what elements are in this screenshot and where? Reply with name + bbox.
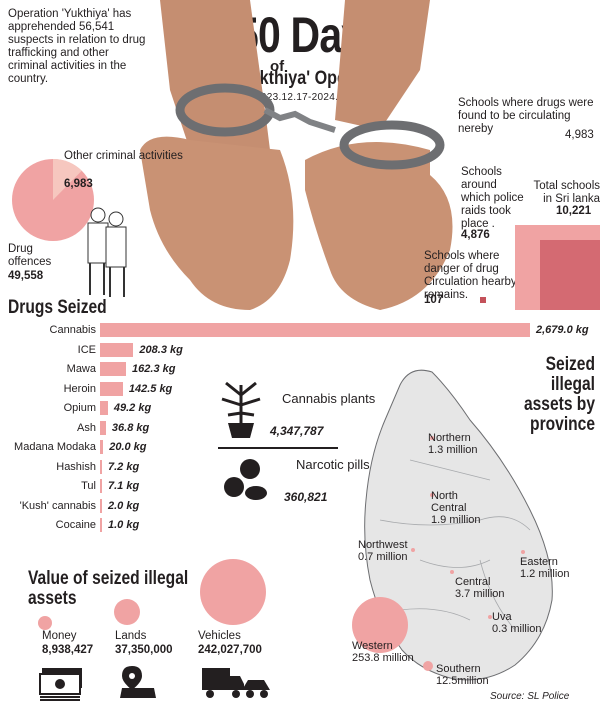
drug-category-label: ICE: [77, 343, 96, 356]
handcuffed-hands-illustration: [140, 0, 453, 310]
province-central: Central 3.7 million: [455, 576, 505, 600]
bubble-vehicles: [200, 559, 266, 625]
drug-category-label: 'Kush' cannabis: [19, 499, 96, 512]
drug-value-label: 142.5 kg: [128, 382, 173, 395]
schools-total-label: Total schools in Sri lanka: [533, 180, 600, 205]
assets-bubbles: [38, 559, 266, 630]
drug-value-label: 7.2 kg: [108, 460, 140, 473]
money-value: 8,938,427: [42, 644, 94, 656]
title-of: of: [270, 58, 285, 75]
narcotic-pills-icon: [224, 459, 267, 500]
lands-value: 37,350,000: [115, 644, 173, 656]
drug-bar: [100, 420, 106, 435]
drug-category-label: Cannabis: [49, 324, 96, 336]
drug-bar: [100, 362, 127, 376]
vehicles-value: 242,027,700: [198, 644, 262, 656]
province-northern: Northern 1.3 million: [428, 432, 478, 456]
drugs-seized-heading: Drugs Seized: [8, 297, 107, 318]
schools-total-value: 10,221: [556, 205, 592, 217]
bubble-southern: [423, 661, 433, 671]
drug-value-label: 162.3 kg: [132, 363, 176, 375]
square-schools-raids: [540, 240, 600, 310]
drug-value-label: 1.0 kg: [108, 519, 140, 531]
cannabis-plants-label: Cannabis plants: [282, 391, 376, 406]
schools-nearby-value: 4,983: [565, 129, 594, 141]
money-icon: [39, 668, 82, 701]
assets-heading: Value of seized illegal assets: [28, 568, 189, 609]
drug-category-label: Madana Modaka: [14, 441, 96, 453]
drug-bar: [100, 440, 104, 454]
drug-offences-value: 49,558: [8, 270, 44, 282]
vehicles-label: Vehicles: [198, 630, 241, 642]
province-western: Western 253.8 million: [352, 640, 414, 664]
bubble-lands: [114, 599, 140, 625]
lands-label: Lands: [115, 630, 147, 642]
schools-danger-value: 107: [424, 294, 444, 306]
province-southern: Southern 12.5million: [436, 663, 489, 687]
schools-danger-label: Schools where danger of drug Circulation…: [424, 250, 517, 301]
narcotic-pills-value: 360,821: [284, 490, 328, 504]
schools-raids-label: Schools around which police raids took p…: [461, 166, 524, 230]
drug-bar: [100, 518, 102, 532]
drug-value-label: 208.3 kg: [139, 343, 183, 356]
drug-offences-label: Drug offences: [8, 243, 52, 268]
drug-bar: [100, 401, 108, 415]
drug-category-label: Heroin: [63, 382, 96, 395]
dot-northern: [430, 436, 434, 440]
other-criminal-value: 6,983: [64, 178, 93, 190]
schools-raids-value: 4,876: [461, 229, 490, 241]
cannabis-plants-value: 4,347,787: [270, 424, 324, 438]
date-range: 2023.12.17-2024.02.07: [255, 92, 365, 103]
drug-bar: [100, 342, 134, 357]
bubble-money: [38, 616, 52, 630]
province-northwest: Northwest 0.7 million: [358, 539, 408, 563]
cannabis-plant-icon: [221, 381, 261, 438]
drug-value-label: 2,679.0 kg: [536, 324, 589, 336]
drug-category-label: Tul: [81, 480, 96, 492]
lands-map-pin-icon: [120, 666, 156, 698]
narcotic-pills-label: Narcotic pills: [296, 457, 370, 472]
divider: [218, 447, 338, 449]
province-heading: Seized illegal assets by province: [523, 354, 595, 435]
schools-nearby-label: Schools where drugs were found to be cir…: [458, 97, 594, 135]
drug-category-label: Hashish: [56, 460, 96, 473]
drug-category-label: Ash: [77, 421, 96, 434]
drug-bar: [100, 381, 123, 396]
province-eastern: Eastern 1.2 million: [520, 556, 570, 580]
money-label: Money: [42, 630, 77, 642]
drug-bar: [100, 479, 102, 493]
drug-bar: [100, 498, 102, 513]
dot-eastern: [521, 550, 525, 554]
drug-value-label: 7.1 kg: [108, 480, 140, 492]
drug-bar: [100, 323, 530, 337]
police-officers-icon: [87, 207, 127, 297]
drug-value-label: 20.0 kg: [109, 441, 147, 453]
other-criminal-label: Other criminal activities: [64, 150, 183, 162]
dot-north-central: [430, 493, 434, 497]
vehicles-icon: [202, 668, 270, 698]
sri-lanka-map: [352, 369, 553, 681]
dot-central: [450, 570, 454, 574]
square-schools-danger: [480, 297, 486, 303]
source-note: Source: SL Police: [490, 691, 570, 702]
intro-text: Operation 'Yukthiya' has apprehended 56,…: [8, 8, 146, 85]
drug-bar: [100, 459, 102, 474]
province-uva: Uva 0.3 million: [492, 611, 542, 635]
drug-value-label: 36.8 kg: [111, 421, 150, 434]
schools-area-squares: [480, 225, 600, 310]
province-north-central: North Central 1.9 million: [431, 490, 481, 526]
drug-category-label: Mawa: [66, 363, 96, 375]
drug-category-label: Cocaine: [55, 519, 96, 531]
bubble-western: [352, 597, 408, 653]
drug-value-label: 2.0 kg: [108, 499, 140, 512]
drug-category-label: Opium: [63, 402, 96, 414]
pie-slice-other-criminal: [53, 159, 82, 200]
drug-value-label: 49.2 kg: [113, 402, 152, 414]
suspects-pie-chart: [12, 159, 94, 241]
assets-heading-line1: Value of seized illegal assets: [28, 569, 225, 609]
dot-northwest: [411, 548, 415, 552]
dot-uva: [488, 615, 492, 619]
